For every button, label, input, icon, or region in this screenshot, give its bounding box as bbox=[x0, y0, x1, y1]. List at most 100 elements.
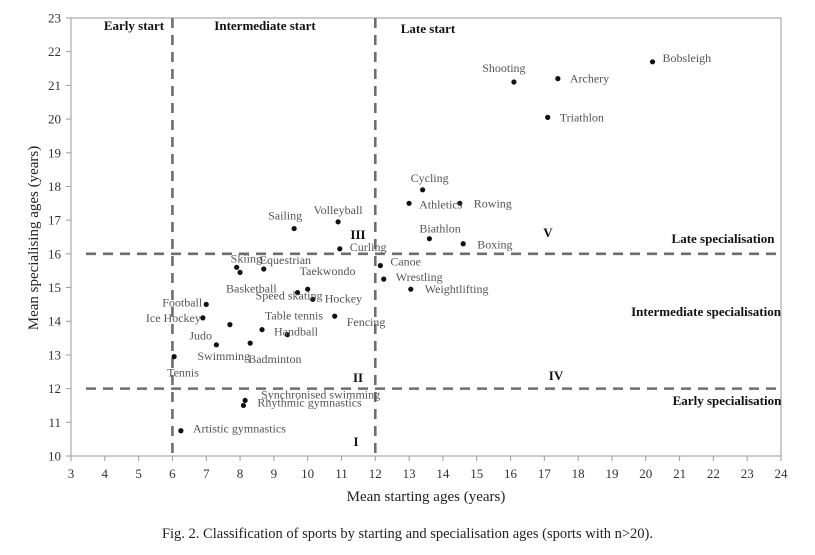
x-tick-label: 17 bbox=[538, 466, 552, 481]
x-tick-label: 10 bbox=[301, 466, 314, 481]
region-label-early-specialisation: Early specialisation bbox=[673, 393, 782, 408]
x-tick-label: 6 bbox=[169, 466, 176, 481]
y-tick-label: 19 bbox=[48, 145, 61, 160]
point-label-biathlon: Biathlon bbox=[419, 222, 460, 236]
point-label-canoe: Canoe bbox=[390, 255, 421, 269]
zone-label-v: V bbox=[543, 225, 553, 240]
y-tick-label: 20 bbox=[48, 112, 61, 127]
point-label-judo: Judo bbox=[189, 329, 212, 343]
data-point-sailing bbox=[291, 225, 297, 232]
data-point-bobsleigh bbox=[649, 59, 656, 65]
y-tick-label: 10 bbox=[48, 449, 61, 464]
x-tick-label: 21 bbox=[673, 466, 686, 481]
zone-label-iii: III bbox=[350, 227, 365, 242]
y-tick-label: 18 bbox=[48, 179, 61, 194]
data-point-swimming bbox=[213, 342, 219, 348]
x-tick-label: 8 bbox=[237, 466, 244, 481]
y-tick-label: 23 bbox=[48, 11, 61, 26]
data-point-canoe bbox=[377, 263, 383, 269]
x-tick-label: 22 bbox=[707, 466, 720, 481]
zone-label-ii: II bbox=[353, 370, 363, 385]
y-tick-label: 16 bbox=[48, 246, 62, 261]
data-point-fencing bbox=[332, 313, 338, 319]
point-label-archery: Archery bbox=[570, 72, 609, 86]
data-point-artistic-gymnastics bbox=[178, 428, 184, 434]
y-tick-label: 21 bbox=[48, 78, 61, 93]
point-label-fencing: Fencing bbox=[347, 315, 386, 329]
y-tick-label: 12 bbox=[48, 381, 61, 396]
x-tick-label: 24 bbox=[775, 466, 789, 481]
data-point-football bbox=[203, 301, 209, 307]
x-tick-label: 5 bbox=[135, 466, 142, 481]
data-point-boxing bbox=[460, 241, 466, 247]
data-point-taekwondo bbox=[305, 286, 311, 292]
point-label-athletics: Athletics bbox=[419, 197, 463, 211]
y-tick-label: 15 bbox=[48, 280, 61, 295]
point-label-skiing: Skiing bbox=[231, 251, 262, 265]
x-tick-label: 16 bbox=[504, 466, 518, 481]
data-point-triathlon bbox=[545, 114, 551, 120]
x-tick-label: 12 bbox=[369, 466, 382, 481]
point-label-cycling: Cycling bbox=[411, 171, 449, 185]
data-point-table-tennis bbox=[227, 322, 233, 328]
x-tick-label: 18 bbox=[572, 466, 585, 481]
point-label-triathlon: Triathlon bbox=[560, 110, 604, 124]
point-label-artistic-gymnastics: Artistic gymnastics bbox=[193, 422, 286, 436]
data-point-hockey bbox=[310, 296, 316, 302]
point-label-table-tennis: Table tennis bbox=[265, 309, 323, 323]
point-label-sailing: Sailing bbox=[268, 209, 302, 223]
point-label-rowing: Rowing bbox=[474, 196, 512, 210]
point-label-wrestling: Wrestling bbox=[396, 270, 443, 284]
scatter-chart: 3 4 5 6 7 8 9 10 11 12 13 14 15 16 17 18 19 20 21 22 23 24 10 1… bbox=[26, 11, 789, 506]
data-point-archery bbox=[555, 76, 561, 82]
y-tick-label: 22 bbox=[48, 44, 61, 59]
data-point-biathlon bbox=[426, 236, 432, 242]
point-label-synchronised-swimming: Synchronised swimming bbox=[261, 387, 380, 401]
point-label-tennis: Tennis bbox=[167, 366, 199, 380]
y-axis-title: Mean specialising ages (years) bbox=[26, 146, 42, 331]
x-tick-label: 15 bbox=[470, 466, 483, 481]
x-tick-label: 14 bbox=[436, 466, 450, 481]
data-point-curling bbox=[337, 246, 343, 252]
region-label-late-start: Late start bbox=[401, 21, 456, 36]
y-tick-label: 14 bbox=[48, 314, 62, 329]
zone-label-iv: IV bbox=[549, 368, 564, 383]
data-point-weightlifting bbox=[408, 286, 414, 292]
data-point-rowing bbox=[457, 200, 463, 206]
region-label-early-start: Early start bbox=[104, 18, 165, 33]
data-point-speed-skating bbox=[294, 289, 301, 296]
region-label-intermediate-specialisation: Intermediate specialisation bbox=[631, 304, 782, 319]
x-tick-label: 3 bbox=[68, 466, 75, 481]
y-tick-label: 11 bbox=[48, 415, 61, 430]
point-label-curling: Curling bbox=[350, 240, 387, 254]
y-tick-label: 13 bbox=[48, 347, 61, 362]
region-label-intermediate-start: Intermediate start bbox=[214, 18, 316, 33]
x-tick-label: 4 bbox=[102, 466, 109, 481]
data-point-synchronised-swimming bbox=[242, 397, 248, 404]
point-label-badminton: Badminton bbox=[248, 352, 301, 366]
point-label-boxing: Boxing bbox=[477, 238, 512, 252]
point-label-basketball: Basketball bbox=[226, 281, 277, 295]
figure-caption: Fig. 2. Classification of sports by star… bbox=[161, 526, 654, 542]
data-point-badminton bbox=[247, 340, 253, 346]
data-point-cycling bbox=[420, 187, 426, 193]
x-tick-label: 19 bbox=[605, 466, 618, 481]
data-point-tennis bbox=[171, 354, 177, 360]
point-label-equestrian: Equestrian bbox=[260, 253, 311, 267]
plot-border bbox=[70, 17, 782, 457]
x-tick-label: 13 bbox=[403, 466, 416, 481]
data-point-basketball bbox=[237, 269, 243, 275]
zone-label-i: I bbox=[353, 434, 358, 449]
point-label-shooting: Shooting bbox=[482, 61, 525, 75]
data-point-shooting bbox=[511, 79, 517, 85]
data-point-judo bbox=[284, 332, 290, 338]
point-label-hockey: Hockey bbox=[325, 291, 362, 305]
x-tick-label: 20 bbox=[639, 466, 652, 481]
y-tick-label: 17 bbox=[48, 213, 62, 228]
data-point-skiing bbox=[234, 264, 240, 270]
x-tick-label: 11 bbox=[335, 466, 348, 481]
region-label-late-specialisation: Late specialisation bbox=[672, 231, 776, 246]
point-label-rhythmic-gymnastics: Rhythmic gymnastics bbox=[257, 395, 362, 409]
data-point-wrestling bbox=[381, 276, 387, 282]
